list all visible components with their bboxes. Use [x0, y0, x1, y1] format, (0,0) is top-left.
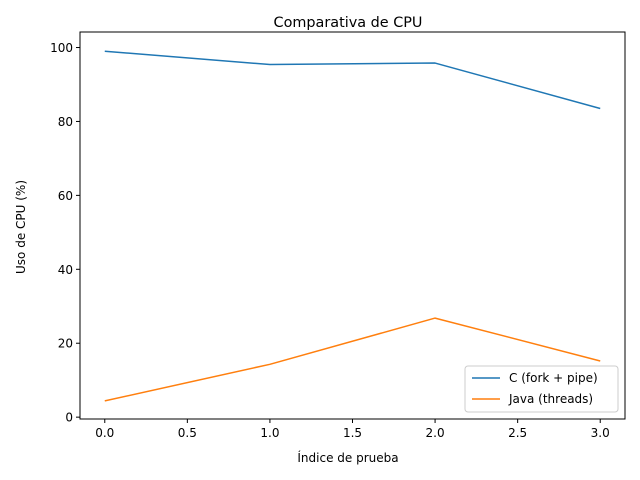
x-tick-label: 0.0 [95, 426, 114, 440]
y-tick-label: 0 [65, 411, 73, 425]
y-tick-label: 60 [58, 189, 73, 203]
y-tick-label: 20 [58, 337, 73, 351]
plot-frame [79, 31, 626, 420]
x-tick-label: 1.0 [260, 426, 279, 440]
x-axis-ticks: 0.0 0.5 1.0 1.5 2.0 2.5 3.0 [95, 419, 610, 440]
legend: C (fork + pipe) Java (threads) [464, 365, 619, 413]
y-tick-label: 80 [58, 115, 73, 129]
legend-label-java: Java (threads) [508, 392, 593, 406]
series-lines [104, 50, 601, 402]
series-line-0 [104, 50, 601, 110]
x-tick-label: 1.5 [343, 426, 362, 440]
legend-box [464, 365, 619, 413]
x-tick-label: 2.5 [508, 426, 527, 440]
x-tick-label: 3.0 [591, 426, 610, 440]
chart-title: Comparativa de CPU [274, 15, 423, 31]
y-axis-ticks: 0 20 40 60 80 100 [50, 41, 80, 425]
x-tick-label: 0.5 [178, 426, 197, 440]
series-line-1 [104, 317, 601, 402]
x-tick-label: 2.0 [426, 426, 445, 440]
y-axis-label: Uso de CPU (%) [14, 180, 28, 274]
y-tick-label: 100 [50, 41, 73, 55]
legend-label-c: C (fork + pipe) [509, 371, 598, 385]
x-axis-label: Índice de prueba [297, 450, 398, 465]
y-tick-label: 40 [58, 263, 73, 277]
